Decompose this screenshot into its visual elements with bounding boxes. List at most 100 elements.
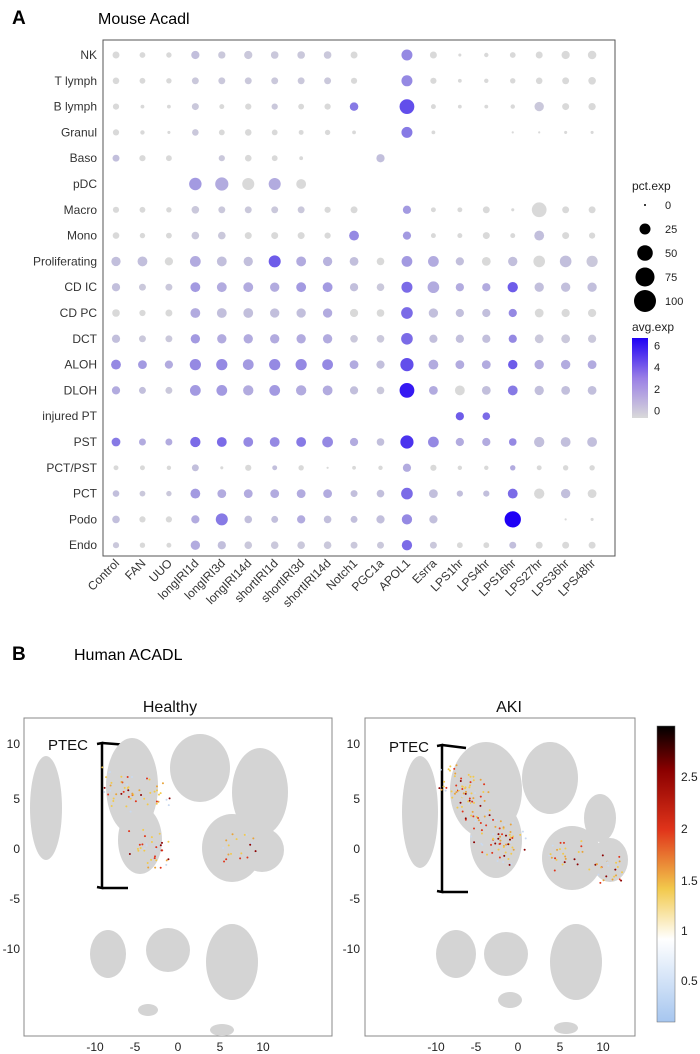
dot-point bbox=[220, 466, 224, 470]
dot-point bbox=[349, 257, 359, 266]
dotplot-frame bbox=[102, 39, 616, 557]
dot-point bbox=[427, 281, 440, 294]
dot-point bbox=[482, 437, 491, 447]
dot-point bbox=[457, 233, 463, 239]
expression-dot bbox=[498, 856, 501, 859]
expression-dot bbox=[473, 841, 476, 844]
dot-point bbox=[322, 282, 333, 293]
legend-size-title: pct.exp bbox=[632, 179, 671, 193]
expression-dot bbox=[503, 823, 506, 826]
dot-point bbox=[510, 104, 515, 109]
expression-dot bbox=[128, 852, 131, 855]
expression-dot bbox=[252, 837, 255, 840]
expression-dot bbox=[254, 850, 257, 853]
dot-point bbox=[349, 102, 359, 111]
dot-point bbox=[350, 206, 358, 214]
dot-point bbox=[139, 309, 146, 317]
dot-point bbox=[297, 232, 305, 240]
expression-dot bbox=[467, 800, 470, 803]
dot-point bbox=[350, 490, 358, 498]
expression-dot bbox=[556, 848, 559, 851]
ytick-label: 10 bbox=[347, 737, 361, 751]
dot-point bbox=[111, 437, 121, 447]
dot-point bbox=[482, 206, 490, 214]
ptec-bracket-aki bbox=[436, 743, 468, 894]
dot-point bbox=[296, 334, 306, 344]
dot-point bbox=[189, 177, 202, 191]
dot-point bbox=[456, 542, 463, 549]
row-label: B lymph bbox=[54, 100, 97, 114]
expression-dot bbox=[488, 809, 491, 812]
dot-point bbox=[244, 541, 253, 550]
ytick-label: 5 bbox=[353, 792, 360, 806]
dot-point bbox=[164, 360, 174, 369]
dot-point bbox=[400, 358, 414, 372]
expression-dot bbox=[465, 790, 468, 793]
dot-point bbox=[322, 359, 333, 370]
dot-point bbox=[323, 51, 332, 59]
xtick-label: -10 bbox=[427, 1040, 445, 1054]
dot-point bbox=[401, 487, 413, 500]
expression-dot bbox=[125, 805, 128, 808]
expression-dot bbox=[606, 861, 609, 864]
dot-point bbox=[587, 282, 597, 292]
dot-point bbox=[165, 232, 172, 239]
cell-cluster bbox=[138, 1004, 158, 1016]
expression-dot bbox=[243, 833, 246, 836]
dot-point bbox=[190, 436, 201, 448]
dot-point bbox=[401, 540, 413, 551]
expression-dot bbox=[499, 820, 502, 823]
expression-dot bbox=[159, 792, 162, 795]
legend-color-title: avg.exp bbox=[632, 320, 674, 334]
dot-point bbox=[507, 488, 518, 499]
expression-dot bbox=[239, 857, 242, 860]
dot-point bbox=[244, 232, 252, 240]
dot-point bbox=[534, 308, 544, 318]
dotplot-row-labels: NK T lymph B lymph Granul Baso pDC Macro Mono Pr… bbox=[33, 48, 98, 552]
dot-point bbox=[191, 231, 200, 240]
dot-point bbox=[270, 489, 280, 498]
cell-cluster bbox=[584, 794, 616, 842]
expression-dot bbox=[107, 793, 110, 796]
dot-point bbox=[350, 541, 358, 549]
expression-dot bbox=[140, 794, 143, 797]
expression-dot bbox=[103, 786, 106, 789]
expression-dot bbox=[157, 793, 160, 796]
expression-dot bbox=[154, 866, 157, 869]
expression-dot bbox=[595, 863, 598, 866]
expression-dot bbox=[479, 804, 482, 807]
dot-point bbox=[297, 51, 305, 59]
expression-dot bbox=[155, 785, 158, 788]
dot-point bbox=[243, 308, 254, 318]
expression-dot bbox=[110, 804, 113, 807]
dot-point bbox=[138, 386, 146, 394]
expression-dot bbox=[155, 859, 158, 862]
cell-cluster bbox=[436, 930, 476, 978]
dot-point bbox=[270, 334, 280, 344]
dot-point bbox=[350, 515, 358, 523]
dot-point bbox=[352, 465, 356, 470]
dot-point bbox=[429, 334, 438, 343]
dot-point bbox=[588, 206, 596, 214]
expression-dot bbox=[615, 874, 618, 877]
dot-point bbox=[560, 437, 571, 447]
expression-dot bbox=[564, 847, 567, 850]
dot-point bbox=[112, 206, 120, 213]
dot-point bbox=[428, 256, 439, 267]
cell-cluster bbox=[170, 734, 230, 802]
expression-dot bbox=[455, 764, 458, 767]
expression-dot bbox=[459, 779, 462, 782]
expression-dot bbox=[127, 789, 130, 792]
dot-point bbox=[165, 335, 173, 343]
dot-point bbox=[561, 334, 571, 344]
expression-dot bbox=[492, 818, 495, 821]
expression-dot bbox=[112, 799, 115, 802]
dot-point bbox=[270, 282, 280, 292]
xtick-label: -5 bbox=[471, 1040, 482, 1054]
expression-dot bbox=[109, 784, 112, 787]
expression-dot bbox=[576, 863, 579, 866]
expression-dot bbox=[130, 776, 133, 779]
expression-dot bbox=[145, 843, 148, 846]
expression-dot bbox=[115, 793, 118, 796]
expression-dot bbox=[134, 800, 137, 803]
